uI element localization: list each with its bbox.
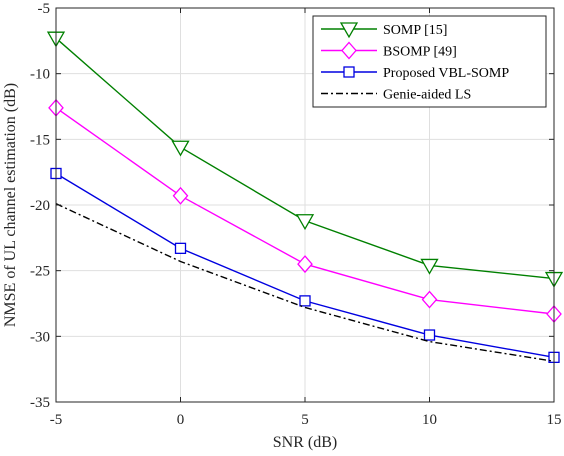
legend-marker xyxy=(341,41,357,60)
legend-item: Genie-aided LS xyxy=(321,88,471,103)
legend-marker xyxy=(339,22,359,39)
y-axis-title: NMSE of UL channel estimation (dB) xyxy=(2,83,19,327)
data-point xyxy=(174,242,187,254)
y-tick-label: -25 xyxy=(30,264,50,280)
x-tick-label: 0 xyxy=(177,412,185,428)
y-tick-label: -35 xyxy=(30,395,50,411)
data-point xyxy=(172,186,189,205)
x-axis-title: SNR (dB) xyxy=(273,434,337,451)
data-point xyxy=(299,295,311,307)
legend-item: Proposed VBL-SOMP xyxy=(321,66,509,81)
data-point xyxy=(171,140,190,157)
y-tick-label: -5 xyxy=(38,1,51,17)
series-0 xyxy=(46,31,564,288)
y-tick-label: -15 xyxy=(30,132,50,148)
data-point xyxy=(420,258,439,275)
data-point xyxy=(421,290,438,309)
legend-marker xyxy=(343,66,355,78)
series-3 xyxy=(55,203,555,362)
x-tick-label: 10 xyxy=(422,412,437,428)
legend-label: SOMP [15] xyxy=(383,23,447,38)
legend-item: BSOMP [49] xyxy=(321,41,457,60)
y-tick-label: -20 xyxy=(30,198,50,214)
x-tick-label: 15 xyxy=(547,412,562,428)
series-line xyxy=(55,203,555,362)
legend-item: SOMP [15] xyxy=(321,22,447,39)
y-tick-label: -30 xyxy=(30,329,50,345)
legend: SOMP [15] BSOMP [49] Proposed VBL-SOMP Geni… xyxy=(312,15,547,108)
x-tick-label: -5 xyxy=(50,412,63,428)
x-tick-label: 5 xyxy=(301,412,309,428)
axis-ticks: -5 0 5 10 15 -5 -10 -15 -20 -25 -30 -35 xyxy=(30,1,562,428)
y-tick-label: -10 xyxy=(30,67,50,83)
data-point xyxy=(297,255,313,274)
data-point xyxy=(423,329,436,341)
legend-label: Proposed VBL-SOMP xyxy=(383,66,509,81)
legend-label: BSOMP [49] xyxy=(383,45,457,60)
legend-label: Genie-aided LS xyxy=(383,88,471,103)
data-point xyxy=(295,214,315,231)
